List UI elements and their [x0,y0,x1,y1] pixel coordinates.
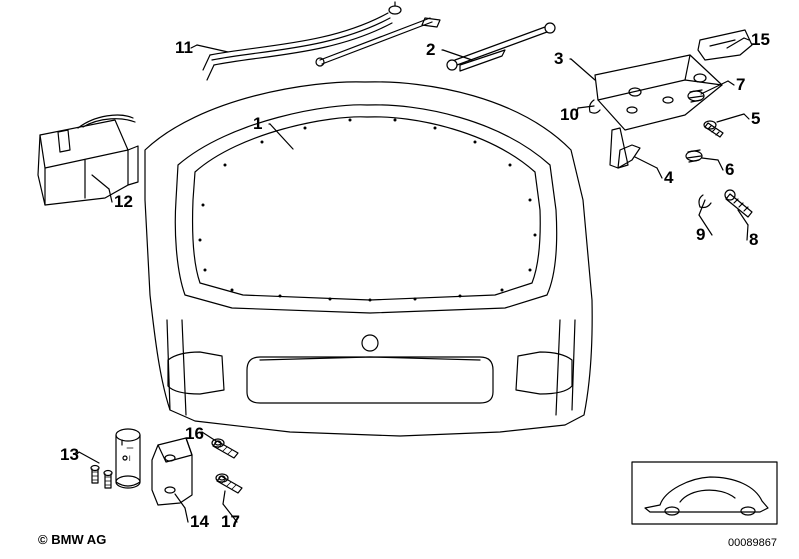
parts-diagram: l [0,0,799,559]
callout-12: 12 [114,192,133,212]
callout-11: 11 [175,38,193,58]
callout-1: 1 [253,114,262,134]
callout-6: 6 [725,160,734,180]
callout-7: 7 [736,75,745,95]
callout-4: 4 [664,168,673,188]
callout-15: 15 [751,30,770,50]
callout-17: 17 [221,512,240,532]
callout-9: 9 [696,225,705,245]
callout-8: 8 [749,230,758,250]
svg-text:l: l [129,456,131,463]
reference-number: 00089867 [728,537,777,549]
copyright-text: © BMW AG [38,532,106,547]
callout-10: 10 [560,105,579,125]
callout-14: 14 [190,512,209,532]
callout-16: 16 [185,424,204,444]
callout-3: 3 [554,49,563,69]
callout-2: 2 [426,40,435,60]
callout-13: 13 [60,445,79,465]
callout-5: 5 [751,109,760,129]
